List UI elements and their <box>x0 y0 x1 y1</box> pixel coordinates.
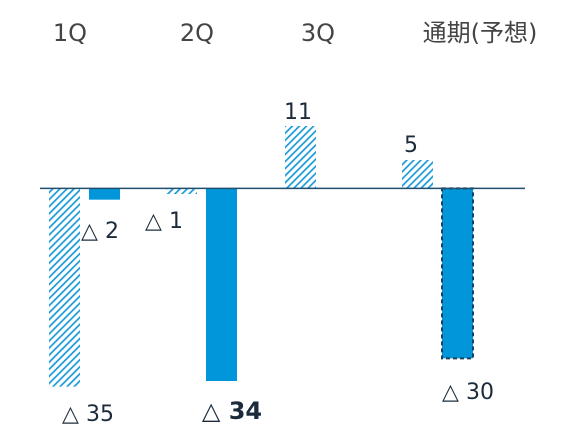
bar <box>402 160 433 189</box>
category-label: 2Q <box>180 19 214 47</box>
category-label: 1Q <box>53 19 87 47</box>
category-label: 3Q <box>301 19 335 47</box>
data-label: △ 1 <box>145 209 183 234</box>
data-label: △ 35 <box>62 402 114 426</box>
data-label: △ 34 <box>202 397 262 425</box>
data-label: △ 2 <box>81 219 119 244</box>
data-label: 11 <box>284 100 312 125</box>
data-label: 5 <box>404 133 418 158</box>
data-label: △ 30 <box>442 380 494 405</box>
bar <box>441 187 474 360</box>
bar <box>206 188 237 381</box>
category-label: 通期(予想) <box>423 19 538 47</box>
bar <box>285 126 316 189</box>
bar <box>49 188 80 387</box>
bar <box>89 188 120 200</box>
bar <box>166 188 197 194</box>
